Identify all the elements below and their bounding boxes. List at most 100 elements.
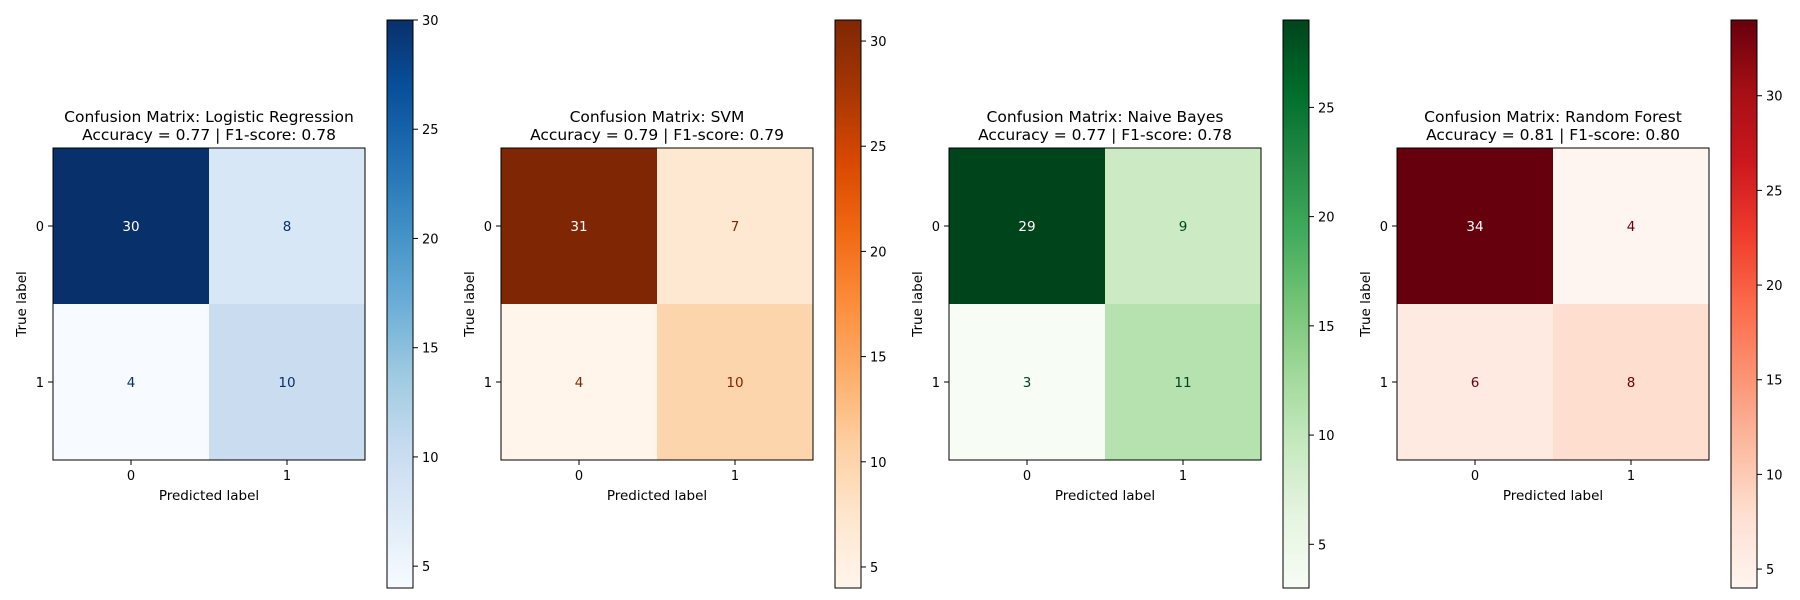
x-axis-label: Predicted label xyxy=(159,488,259,504)
x-axis-label: Predicted label xyxy=(607,488,707,504)
y-tick-label: 0 xyxy=(36,220,44,235)
cell-value: 7 xyxy=(731,219,740,235)
x-axis-label: Predicted label xyxy=(1055,488,1155,504)
matrix-cell xyxy=(501,304,657,460)
y-axis-label: True label xyxy=(462,271,478,338)
x-tick-label: 0 xyxy=(127,469,135,484)
cell-value: 3 xyxy=(1023,375,1032,391)
colorbar-tick-label: 5 xyxy=(870,561,878,576)
x-tick-label: 1 xyxy=(283,469,291,484)
colorbar-tick-label: 10 xyxy=(1766,468,1783,483)
matrix-cell xyxy=(53,304,209,460)
colorbar-tick-label: 5 xyxy=(422,560,430,575)
cell-value: 4 xyxy=(1627,219,1636,235)
chart-title: Confusion Matrix: Logistic Regression xyxy=(64,108,354,126)
y-axis-label: True label xyxy=(1358,271,1374,338)
chart-title: Confusion Matrix: Random Forest xyxy=(1424,108,1682,126)
colorbar-tick-label: 15 xyxy=(1318,320,1335,335)
matrix-cell xyxy=(657,148,813,304)
plot-frame xyxy=(1396,147,1710,461)
colorbar-tick-label: 25 xyxy=(1318,101,1335,116)
x-tick-label: 0 xyxy=(575,469,583,484)
confusion-matrix-rf: Confusion Matrix: Random ForestAccuracy … xyxy=(1358,19,1783,589)
cell-value: 10 xyxy=(278,375,295,391)
chart-subtitle: Accuracy = 0.77 | F1-score: 0.78 xyxy=(978,126,1232,144)
colorbar-tick-label: 10 xyxy=(1318,429,1335,444)
y-tick-label: 0 xyxy=(932,220,940,235)
colorbar-tick-label: 20 xyxy=(870,245,887,260)
chart-subtitle: Accuracy = 0.79 | F1-score: 0.79 xyxy=(530,126,784,144)
cell-value: 31 xyxy=(570,219,587,235)
y-axis-label: True label xyxy=(910,271,926,338)
cell-value: 6 xyxy=(1471,375,1480,391)
colorbar-tick-label: 30 xyxy=(1766,90,1783,105)
colorbar-tick-label: 30 xyxy=(422,14,439,29)
matrix-cell xyxy=(1105,148,1261,304)
y-tick-label: 0 xyxy=(1380,220,1388,235)
x-tick-label: 1 xyxy=(1627,469,1635,484)
plot-frame xyxy=(52,147,366,461)
colorbar-tick-label: 20 xyxy=(1318,211,1335,226)
cell-value: 34 xyxy=(1466,219,1483,235)
colorbar-tick-label: 10 xyxy=(870,456,887,471)
matrix-cell xyxy=(1397,148,1553,304)
matrix-cell xyxy=(1553,304,1709,460)
matrix-cell xyxy=(209,148,365,304)
colorbar-tick-label: 30 xyxy=(870,35,887,50)
colorbar-tick-label: 25 xyxy=(870,140,887,155)
matrix-cell xyxy=(949,304,1105,460)
x-tick-label: 1 xyxy=(731,469,739,484)
cell-value: 11 xyxy=(1174,375,1191,391)
matrix-cell xyxy=(1397,304,1553,460)
cell-value: 4 xyxy=(575,375,584,391)
x-tick-label: 0 xyxy=(1471,469,1479,484)
colorbar xyxy=(1730,19,1758,589)
colorbar xyxy=(834,19,862,589)
colorbar-tick-label: 15 xyxy=(1766,374,1783,389)
colorbar xyxy=(1282,19,1310,589)
cell-value: 8 xyxy=(1627,375,1636,391)
chart-title: Confusion Matrix: Naive Bayes xyxy=(987,108,1224,126)
cell-value: 29 xyxy=(1018,219,1035,235)
matrix-cell xyxy=(1105,304,1261,460)
colorbar-tick-label: 15 xyxy=(422,342,439,357)
y-axis-label: True label xyxy=(14,271,30,338)
colorbar-tick-label: 20 xyxy=(422,232,439,247)
matrix-cell xyxy=(657,304,813,460)
x-axis-label: Predicted label xyxy=(1503,488,1603,504)
confusion-matrix-lr: Confusion Matrix: Logistic RegressionAcc… xyxy=(14,14,439,589)
colorbar-tick-label: 25 xyxy=(1766,184,1783,199)
matrix-cell xyxy=(949,148,1105,304)
y-tick-label: 1 xyxy=(36,376,44,391)
colorbar xyxy=(386,19,414,589)
colorbar-tick-label: 20 xyxy=(1766,279,1783,294)
cell-value: 4 xyxy=(127,375,136,391)
colorbar-tick-label: 10 xyxy=(422,451,439,466)
plot-frame xyxy=(500,147,814,461)
y-tick-label: 1 xyxy=(932,376,940,391)
matrix-cell xyxy=(209,304,365,460)
matrix-cell xyxy=(501,148,657,304)
colorbar-tick-label: 15 xyxy=(870,351,887,366)
x-tick-label: 1 xyxy=(1179,469,1187,484)
cell-value: 30 xyxy=(122,219,139,235)
chart-subtitle: Accuracy = 0.77 | F1-score: 0.78 xyxy=(82,126,336,144)
colorbar-tick-label: 25 xyxy=(422,123,439,138)
matrix-cell xyxy=(53,148,209,304)
y-tick-label: 1 xyxy=(1380,376,1388,391)
cell-value: 8 xyxy=(283,219,292,235)
y-tick-label: 0 xyxy=(484,220,492,235)
chart-subtitle: Accuracy = 0.81 | F1-score: 0.80 xyxy=(1426,126,1680,144)
colorbar-tick-label: 5 xyxy=(1318,538,1326,553)
cell-value: 10 xyxy=(726,375,743,391)
plot-frame xyxy=(948,147,1262,461)
colorbar-tick-label: 5 xyxy=(1766,563,1774,578)
x-tick-label: 0 xyxy=(1023,469,1031,484)
y-tick-label: 1 xyxy=(484,376,492,391)
cell-value: 9 xyxy=(1179,219,1188,235)
matrix-cell xyxy=(1553,148,1709,304)
chart-title: Confusion Matrix: SVM xyxy=(570,108,745,126)
